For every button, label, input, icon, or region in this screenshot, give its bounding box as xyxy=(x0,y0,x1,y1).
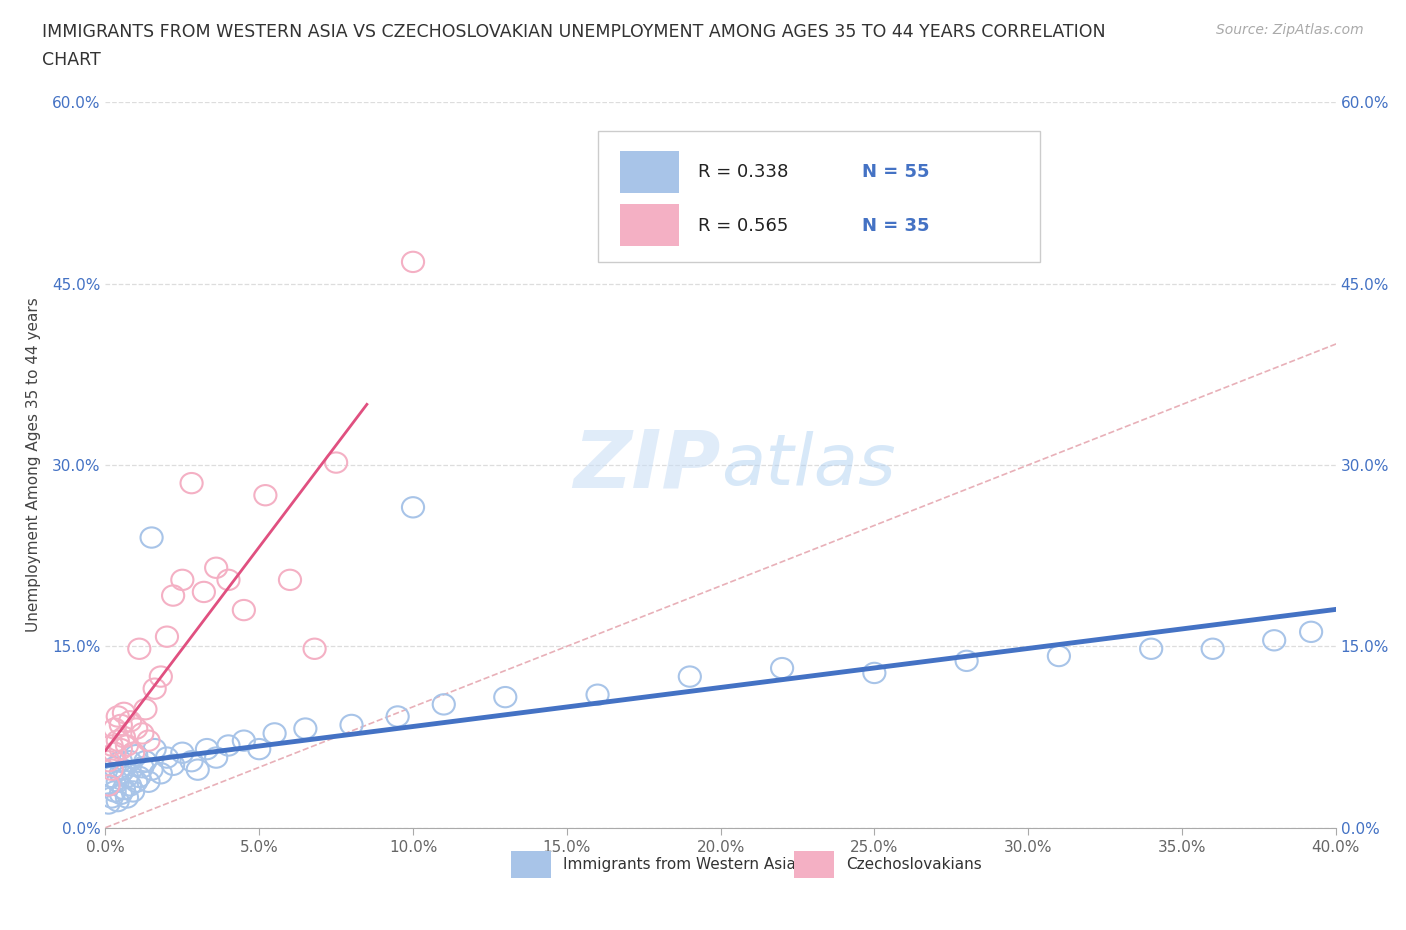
Text: CHART: CHART xyxy=(42,51,101,69)
Text: Czechoslovakians: Czechoslovakians xyxy=(846,857,981,872)
FancyBboxPatch shape xyxy=(598,131,1040,262)
Text: N = 55: N = 55 xyxy=(862,163,929,181)
FancyBboxPatch shape xyxy=(620,151,679,193)
Text: N = 35: N = 35 xyxy=(862,217,929,234)
Text: Source: ZipAtlas.com: Source: ZipAtlas.com xyxy=(1216,23,1364,37)
Text: ZIP: ZIP xyxy=(574,426,721,504)
Text: R = 0.565: R = 0.565 xyxy=(699,217,789,234)
Text: Immigrants from Western Asia: Immigrants from Western Asia xyxy=(564,857,796,872)
FancyBboxPatch shape xyxy=(794,851,834,879)
Text: R = 0.338: R = 0.338 xyxy=(699,163,789,181)
Y-axis label: Unemployment Among Ages 35 to 44 years: Unemployment Among Ages 35 to 44 years xyxy=(25,298,41,632)
Text: IMMIGRANTS FROM WESTERN ASIA VS CZECHOSLOVAKIAN UNEMPLOYMENT AMONG AGES 35 TO 44: IMMIGRANTS FROM WESTERN ASIA VS CZECHOSL… xyxy=(42,23,1105,41)
FancyBboxPatch shape xyxy=(620,204,679,246)
FancyBboxPatch shape xyxy=(512,851,551,879)
Text: atlas: atlas xyxy=(721,431,896,499)
